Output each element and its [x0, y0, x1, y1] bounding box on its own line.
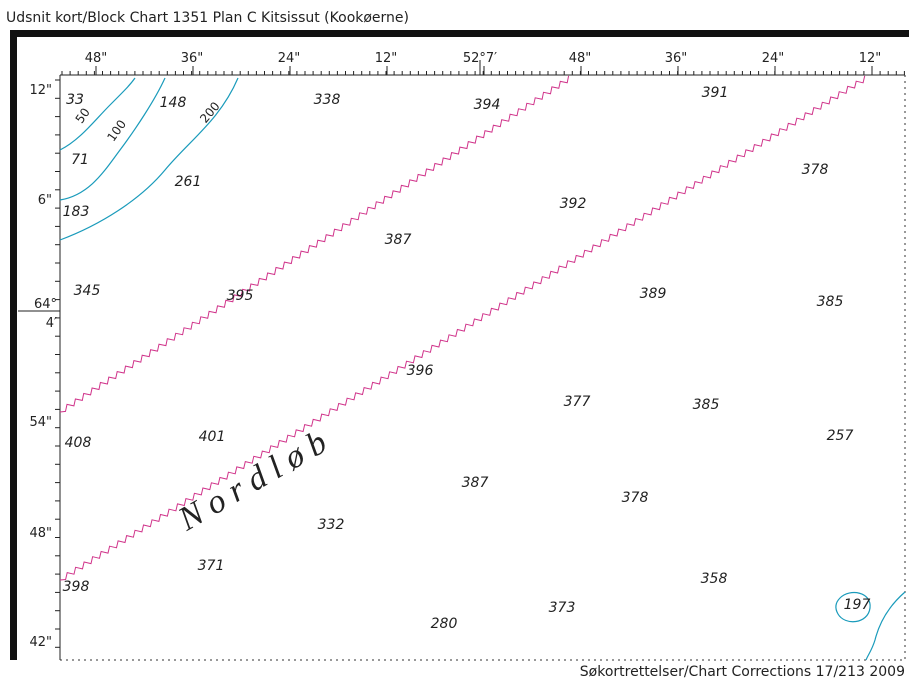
left-axis-label: 12": [29, 83, 52, 98]
sounding: 257: [827, 428, 854, 444]
sounding: 332: [318, 517, 345, 533]
top-axis-label: 12": [859, 51, 882, 66]
top-axis-label: 36": [181, 51, 204, 66]
top-axis-label: 52°7′: [463, 51, 497, 66]
sounding: 395: [227, 288, 254, 304]
sounding: 387: [385, 232, 412, 248]
sounding: 338: [314, 92, 341, 108]
contour: [865, 591, 906, 661]
contour-label: 50: [73, 105, 93, 126]
sounding: 389: [640, 286, 667, 302]
top-axis-label: 24": [762, 51, 785, 66]
sounding: 345: [74, 283, 101, 299]
sounding: 378: [802, 162, 829, 178]
top-axis-label: 36": [665, 51, 688, 66]
footer-text: Søkortrettelser/Chart Corrections 17/213…: [580, 664, 905, 680]
header-title: Udsnit kort/Block Chart 1351 Plan C Kits…: [6, 10, 409, 26]
top-axis-label: 48": [569, 51, 592, 66]
contour: [835, 591, 871, 623]
frame-top: [10, 30, 909, 37]
sounding: 385: [817, 294, 844, 310]
sounding: 33: [66, 92, 84, 108]
top-axis-label: 12": [375, 51, 398, 66]
fairway-line: [59, 75, 570, 413]
sounding: 197: [844, 597, 871, 613]
contour-label: 100: [104, 117, 129, 144]
sounding: 373: [549, 600, 576, 616]
left-axis-label: 6": [38, 193, 52, 208]
sounding: 392: [560, 196, 587, 212]
sounding: 394: [474, 97, 501, 113]
sounding: 396: [407, 363, 434, 379]
area-label: N o r d l ø b: [171, 424, 333, 539]
left-axis-label: 42": [29, 635, 52, 650]
sounding: 261: [175, 174, 202, 190]
sounding: 385: [693, 397, 720, 413]
contours: [59, 77, 906, 661]
sounding: 377: [564, 394, 591, 410]
frame-left: [10, 30, 17, 660]
sounding: 378: [622, 490, 649, 506]
fairway-line: [59, 75, 866, 581]
sounding: 280: [431, 616, 458, 632]
sounding: 358: [701, 571, 728, 587]
top-axis-label: 48": [85, 51, 108, 66]
sounding: 183: [63, 204, 90, 220]
contour-label: 200: [197, 99, 222, 126]
sounding: 371: [198, 558, 225, 574]
contour: [59, 77, 136, 151]
sounding: 391: [702, 85, 729, 101]
contour: [59, 77, 166, 201]
contour: [59, 77, 239, 241]
sounding: 401: [199, 429, 226, 445]
left-axis-label: 64°: [34, 297, 57, 312]
sounding: 387: [462, 475, 489, 491]
left-axis-label: 48": [29, 526, 52, 541]
sounding: 148: [160, 95, 187, 111]
sounding: 398: [63, 579, 90, 595]
top-axis-label: 24": [278, 51, 301, 66]
left-axis-label: 54": [29, 415, 52, 430]
sounding: 71: [71, 152, 89, 168]
fairway-lines: [59, 75, 866, 581]
sounding: 408: [65, 435, 92, 451]
left-axis-label: 4′: [46, 316, 57, 331]
